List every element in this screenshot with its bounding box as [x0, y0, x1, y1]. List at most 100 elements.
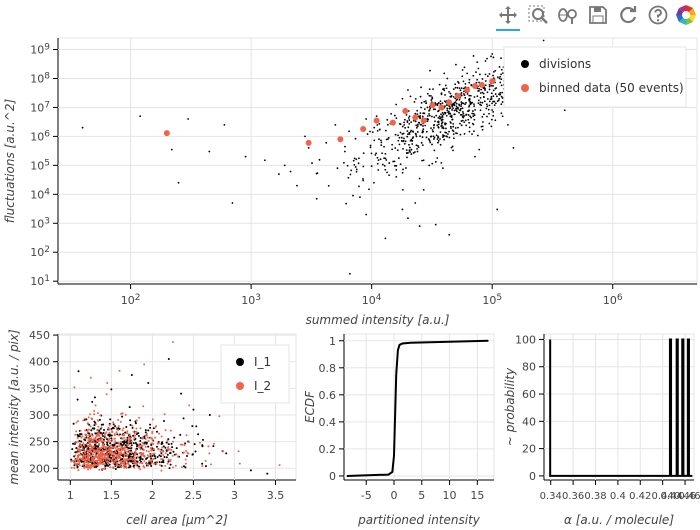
save-tool[interactable]: [586, 3, 610, 27]
I1-point: [80, 433, 83, 436]
division-point: [386, 118, 389, 121]
division-point: [445, 114, 448, 117]
division-point: [428, 88, 431, 91]
I2-point: [89, 443, 92, 446]
I2-point: [81, 464, 84, 467]
I1-point: [147, 382, 150, 385]
division-point: [398, 136, 401, 139]
division-point: [469, 115, 472, 118]
reset-tool[interactable]: [616, 3, 640, 27]
division-point: [458, 98, 461, 101]
division-point: [481, 116, 484, 118]
division-point: [440, 124, 443, 127]
division-point: [435, 114, 438, 117]
y-tick-label: 100: [515, 333, 536, 346]
division-point: [357, 162, 360, 165]
I2-point: [133, 466, 136, 469]
I1-point: [179, 433, 182, 436]
division-point: [452, 125, 455, 128]
x-tick-label: 106: [603, 293, 623, 307]
I2-point: [133, 453, 136, 456]
division-point: [468, 121, 471, 124]
I2-point: [120, 465, 123, 468]
I2-point: [204, 459, 207, 462]
division-point: [457, 82, 460, 84]
I2-point: [148, 455, 151, 458]
I2-point: [87, 428, 90, 431]
division-point: [139, 115, 142, 118]
I2-point: [73, 386, 76, 389]
I2-point: [108, 438, 111, 441]
division-point: [453, 104, 456, 107]
division-point: [392, 160, 395, 163]
binned-point: [446, 99, 453, 106]
division-point: [405, 167, 407, 169]
help-tool[interactable]: [646, 3, 670, 27]
I1-point: [164, 446, 167, 449]
division-point: [362, 177, 364, 180]
division-point: [418, 122, 421, 124]
division-point: [415, 133, 417, 136]
division-point: [491, 102, 493, 105]
I1-point: [266, 472, 269, 475]
I2-point: [97, 464, 100, 467]
pan-tool[interactable]: [496, 3, 520, 31]
I1-point: [134, 441, 137, 444]
I2-point: [150, 448, 153, 451]
division-point: [496, 76, 499, 79]
I2-point: [91, 456, 94, 459]
division-point: [481, 128, 484, 131]
division-point: [488, 88, 491, 91]
division-point: [355, 168, 358, 171]
division-point: [449, 112, 452, 115]
I2-point: [125, 465, 128, 468]
division-point: [401, 125, 404, 128]
y-tick-label: 0.6: [319, 389, 337, 402]
division-point: [501, 91, 504, 94]
division-point: [500, 95, 503, 98]
I2-point: [127, 443, 130, 446]
division-point: [441, 127, 444, 129]
I1-point: [182, 465, 185, 468]
I2-point: [77, 440, 80, 443]
division-point: [492, 89, 495, 92]
division-point: [457, 80, 459, 83]
division-point: [402, 168, 404, 171]
I1-point: [160, 461, 163, 464]
division-point: [494, 69, 497, 72]
division-point: [443, 72, 446, 75]
division-point: [396, 149, 399, 151]
I1-point: [124, 431, 127, 434]
binned-point: [489, 78, 496, 85]
division-point: [436, 102, 439, 105]
I1-point: [132, 442, 135, 445]
I2-point: [237, 450, 240, 453]
save-icon: [589, 6, 607, 24]
I2-point: [85, 434, 88, 437]
I1-point: [191, 453, 194, 456]
I2-point: [76, 451, 79, 454]
I2-point: [79, 453, 82, 456]
wheel-zoom-tool[interactable]: [556, 3, 580, 27]
I2-point: [73, 441, 76, 444]
binned-point: [402, 108, 409, 115]
division-point: [428, 164, 431, 167]
I1-point: [110, 434, 113, 437]
I1-point: [121, 440, 124, 443]
division-point: [456, 98, 459, 101]
I2-point: [106, 452, 109, 455]
division-point: [437, 139, 440, 142]
I2-point: [158, 432, 161, 435]
I2-point: [166, 462, 169, 465]
division-point: [410, 148, 413, 151]
division-point: [499, 91, 502, 94]
I2-point: [117, 442, 120, 445]
I2-point: [141, 444, 144, 447]
I2-point: [86, 454, 89, 457]
bokeh-logo[interactable]: [674, 3, 698, 27]
y-tick-label: 200: [29, 462, 50, 475]
I2-point: [103, 455, 106, 458]
I2-point: [100, 457, 103, 460]
box-zoom-tool[interactable]: [526, 3, 550, 27]
I1-point: [125, 426, 128, 429]
